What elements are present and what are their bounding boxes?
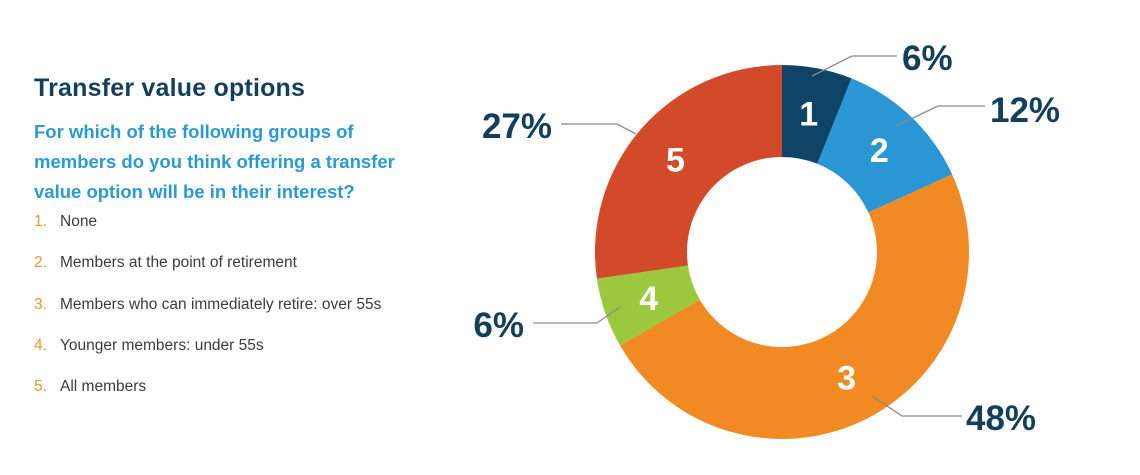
chart-title: Transfer value options	[34, 74, 306, 102]
leader-line	[561, 123, 637, 135]
donut-slice-1	[782, 65, 852, 164]
percentage-label: 6%	[473, 306, 524, 345]
option-number: 1.	[34, 213, 47, 230]
donut-slice-3	[620, 174, 970, 440]
option-number: 3.	[34, 295, 47, 313]
option-number: 5.	[34, 378, 47, 396]
donut-slice-4	[596, 265, 700, 346]
leader-line	[811, 55, 897, 77]
percentage-label: 27%	[482, 107, 552, 146]
option-item: 3. Members who can immediately retire: o…	[34, 296, 381, 337]
options-list: 1. None 2. Members at the point of retir…	[34, 213, 381, 419]
option-item: 5. All members	[34, 378, 381, 419]
option-number: 2.	[34, 254, 47, 272]
percentage-label: 12%	[990, 91, 1060, 130]
slice-number-label: 5	[666, 142, 685, 180]
option-item: 1. None	[34, 213, 381, 254]
option-text: All members	[60, 378, 147, 396]
donut-slice-2	[817, 78, 953, 213]
chart-question: For which of the following groups of mem…	[34, 121, 395, 202]
percentage-label: 48%	[966, 399, 1036, 438]
leader-line	[895, 105, 985, 127]
option-item: 4. Younger members: under 55s	[34, 337, 381, 378]
option-text: None	[60, 213, 98, 230]
slice-number-label: 3	[837, 359, 856, 397]
slice-number-label: 2	[870, 132, 889, 170]
option-text: Members at the point of retirement	[60, 254, 297, 272]
slice-number-label: 1	[799, 96, 818, 134]
option-number: 4.	[34, 336, 47, 354]
leader-line	[533, 306, 621, 324]
slice-number-label: 4	[639, 280, 658, 318]
percentage-label: 6%	[902, 39, 953, 78]
donut-slice-5	[595, 65, 782, 279]
option-item: 2. Members at the point of retirement	[34, 254, 381, 295]
option-text: Younger members: under 55s	[60, 336, 264, 354]
leader-line	[871, 395, 962, 417]
option-text: Members who can immediately retire: over…	[60, 295, 382, 313]
